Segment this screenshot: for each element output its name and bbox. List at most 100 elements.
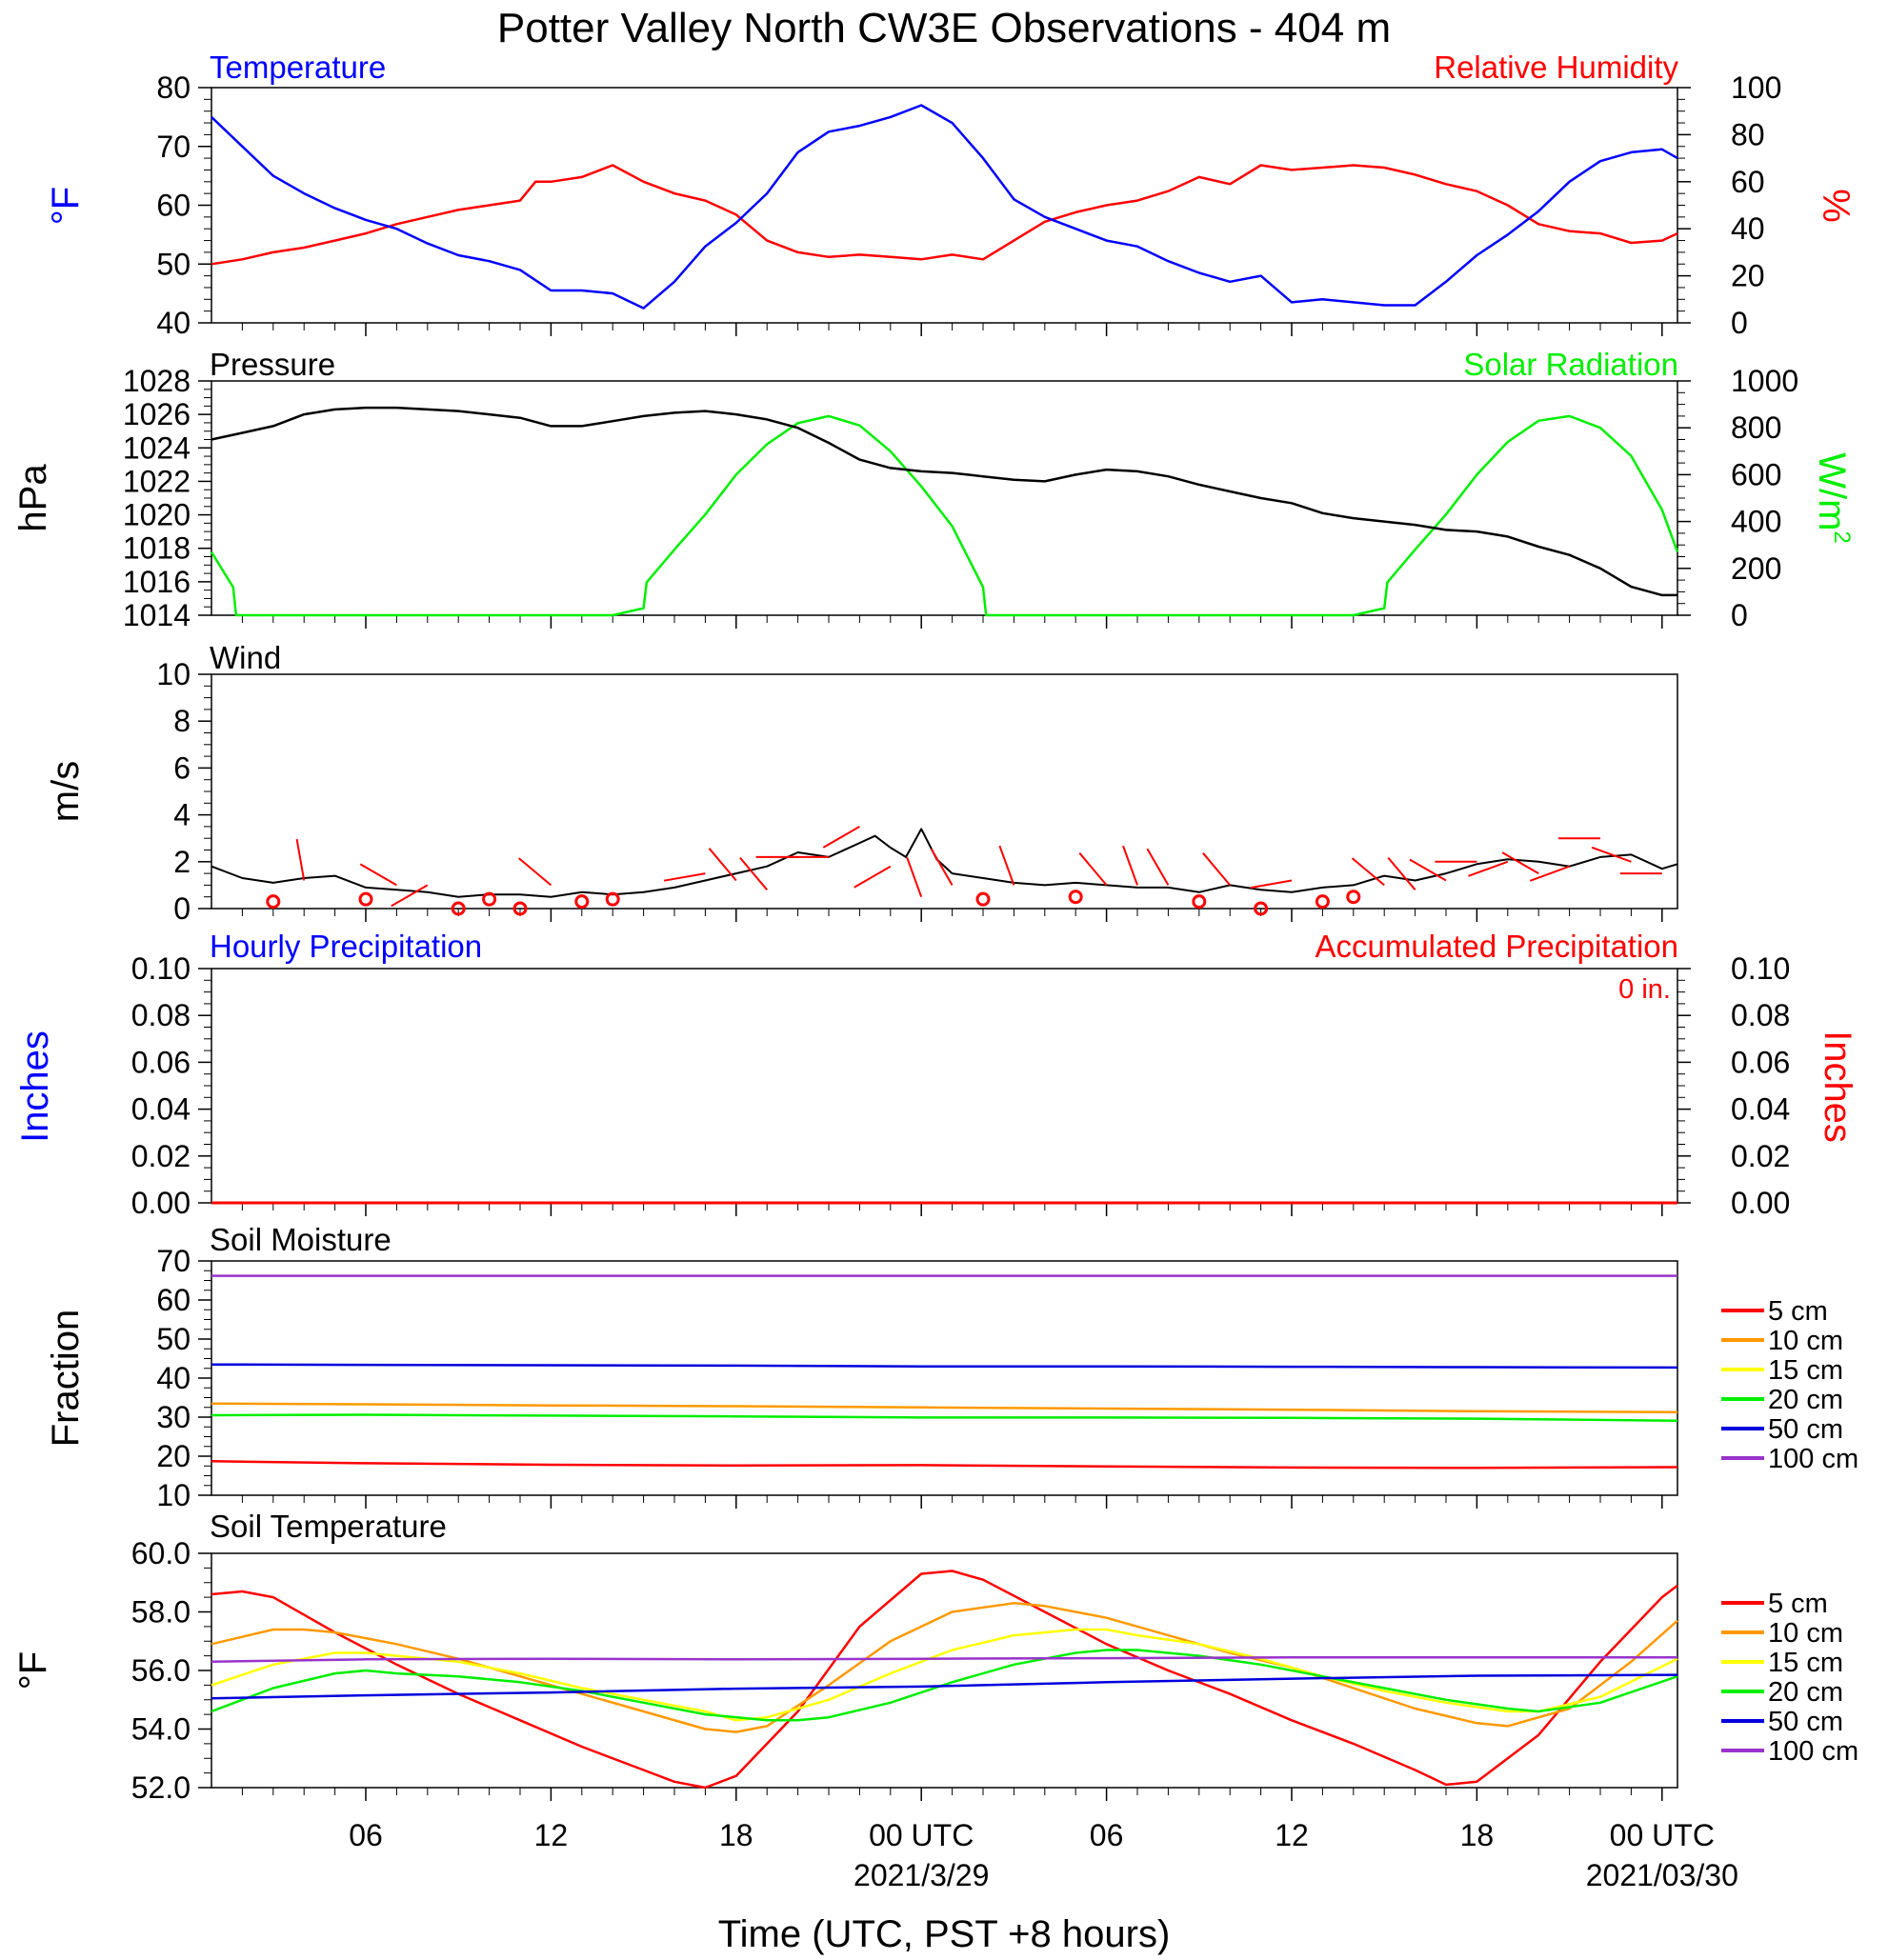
soil-moisture-legend-label: 10 cm — [1768, 1326, 1843, 1356]
hourly-precip-y-tick-label: 0.00 — [131, 1186, 191, 1220]
solar-unit-base: W/m — [1811, 452, 1853, 530]
wind-y-tick-label: 0 — [173, 891, 191, 926]
soil-temp-legend-label: 20 cm — [1768, 1677, 1843, 1708]
x-tick-label: 12 — [1275, 1818, 1309, 1852]
pressure-y-tick-label: 1018 — [123, 531, 191, 566]
wind-y-tick-label: 2 — [173, 845, 191, 879]
solar-unit-exponent: 2 — [1829, 530, 1855, 543]
soil-moisture-title: Soil Moisture — [210, 1222, 392, 1257]
wind-barb — [822, 826, 860, 849]
temp-rh-frame — [211, 87, 1678, 324]
accumulated-precip-title: Accumulated Precipitation — [1315, 929, 1678, 964]
accumulated-precip-y-tick-label: 0.02 — [1731, 1139, 1790, 1173]
wind-barb — [1387, 856, 1416, 890]
soil-temp-legend-label: 5 cm — [1768, 1589, 1828, 1619]
solar-y-tick-label: 1000 — [1731, 364, 1798, 398]
time-axis: Time (UTC, PST +8 hours) 06 12 18 00 UTC 202… — [349, 1818, 1738, 1955]
humidity-y-tick-label: 100 — [1731, 70, 1781, 105]
temperature-y-tick-label: 40 — [156, 306, 191, 340]
x-tick-label: 12 — [534, 1818, 569, 1852]
calm-wind-circle — [605, 891, 620, 907]
accumulated-precip-y-tick-label: 0.06 — [1731, 1045, 1790, 1079]
wind-barb — [1409, 858, 1447, 882]
solar-y-tick-label: 200 — [1731, 551, 1781, 586]
temperature-y-tick-label: 80 — [156, 70, 191, 105]
pressure-y-tick-label: 1024 — [123, 430, 191, 465]
humidity-y-tick-label: 40 — [1731, 211, 1765, 246]
soil-moisture-y-tick-label: 60 — [156, 1283, 191, 1317]
calm-wind-circle — [482, 891, 497, 907]
soil-temp-legend-label: 50 cm — [1768, 1707, 1843, 1737]
soil-temp-y-tick-label: 54.0 — [131, 1712, 191, 1747]
x-tick-label: 06 — [1090, 1818, 1124, 1852]
temperature-humidity-panel: Temperature Relative Humidity °F % 40 50 6… — [45, 50, 1857, 340]
wind-barb — [1529, 865, 1570, 882]
wind-y-tick-label: 10 — [156, 657, 191, 691]
x-tick-label: 18 — [1460, 1818, 1495, 1852]
pressure-solar-panel: Pressure Solar Radiation hPa W/m2 101410… — [12, 347, 1855, 632]
accumulated-precip-y-tick-label: 0.04 — [1731, 1092, 1790, 1127]
hourly-precip-y-tick-label: 0.06 — [131, 1045, 191, 1079]
accumulated-precip-y-tick-label: 0.10 — [1731, 951, 1790, 986]
humidity-y-tick-label: 80 — [1731, 117, 1765, 151]
soil-temperature-unit: °F — [12, 1651, 54, 1690]
calm-wind-circle — [1192, 894, 1207, 910]
humidity-title: Relative Humidity — [1434, 50, 1678, 85]
pressure-line — [211, 406, 1677, 597]
soil-temp-y-tick-label: 56.0 — [131, 1653, 191, 1688]
temperature-y-tick-label: 60 — [156, 189, 191, 223]
soil-moisture-y-tick-label: 10 — [156, 1478, 191, 1512]
calm-wind-circle — [574, 894, 590, 910]
soil-moisture-y-tick-label: 70 — [156, 1244, 191, 1278]
soil-moisture-y-tick-label: 30 — [156, 1400, 191, 1434]
calm-wind-circle — [975, 891, 991, 907]
calm-wind-circle — [1346, 890, 1361, 905]
soil-moisture-line — [211, 1402, 1677, 1413]
wind-barb — [1468, 860, 1509, 877]
soil-temp-y-tick-label: 52.0 — [131, 1770, 191, 1805]
wind-barb — [1250, 879, 1293, 890]
soil-moisture-panel: Soil Moisture Fraction 10 20 30 40 50 60 70 5 c… — [45, 1222, 1858, 1512]
wind-barb — [739, 856, 768, 890]
wind-barb — [854, 865, 892, 889]
x-tick-label: 06 — [349, 1818, 383, 1852]
soil-temperature-title: Soil Temperature — [210, 1509, 447, 1544]
figure-title: Potter Valley North CW3E Observations - … — [497, 5, 1391, 51]
soil-temp-legend-label: 10 cm — [1768, 1618, 1843, 1649]
wind-barb — [1501, 851, 1539, 874]
wind-barb — [1351, 857, 1385, 887]
pressure-y-tick-label: 1026 — [123, 397, 191, 431]
pressure-unit: hPa — [12, 464, 54, 532]
precip-frame — [211, 968, 1678, 1204]
soil-moisture-line — [211, 1363, 1677, 1370]
soil-moisture-legend-label: 50 cm — [1768, 1414, 1843, 1445]
wind-y-tick-label: 8 — [173, 704, 191, 738]
soil-moisture-y-tick-label: 50 — [156, 1322, 191, 1356]
soil-moisture-line — [211, 1413, 1677, 1422]
soil-temp-y-tick-label: 58.0 — [131, 1595, 191, 1630]
solar-unit: W/m2 — [1811, 452, 1855, 544]
wind-barb — [1202, 852, 1231, 887]
wind-title: Wind — [210, 640, 281, 675]
wind-y-tick-label: 4 — [173, 798, 191, 832]
soil-temperature-line — [211, 1570, 1678, 1790]
hourly-precip-unit: Inches — [14, 1030, 56, 1143]
calm-wind-circle — [358, 891, 373, 907]
calm-wind-circle — [451, 901, 466, 916]
soil-moisture-legend-label: 5 cm — [1768, 1296, 1828, 1327]
soil-moisture-y-tick-label: 20 — [156, 1439, 191, 1473]
humidity-unit: % — [1815, 189, 1857, 223]
temperature-y-tick-label: 70 — [156, 130, 191, 164]
soil-moisture-unit: Fraction — [45, 1310, 87, 1448]
humidity-line — [211, 164, 1678, 266]
soil-moisture-legend-label: 20 cm — [1768, 1385, 1843, 1415]
wind-barb — [391, 884, 429, 908]
accumulated-precip-total: 0 in. — [1618, 974, 1671, 1005]
soil-temp-legend-label: 100 cm — [1768, 1736, 1858, 1767]
solar-title: Solar Radiation — [1463, 347, 1678, 382]
solar-radiation-line — [210, 414, 1679, 617]
calm-wind-circle — [1068, 890, 1083, 905]
solar-y-tick-label: 800 — [1731, 410, 1781, 445]
hourly-precip-y-tick-label: 0.02 — [131, 1139, 191, 1173]
